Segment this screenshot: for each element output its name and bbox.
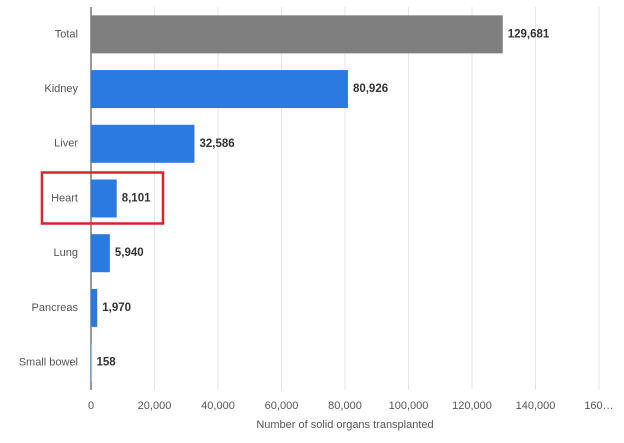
bar: [91, 234, 110, 273]
x-tick-label: 140,000: [516, 400, 556, 412]
bar: [91, 70, 348, 109]
value-label: 80,926: [353, 83, 388, 95]
value-label: 129,681: [508, 28, 550, 40]
x-tick-label: 40,000: [201, 400, 235, 412]
x-tick-label: 120,000: [452, 400, 492, 412]
highlight-box: [40, 171, 165, 225]
x-tick-label: 160…: [584, 400, 613, 412]
y-tick-label: Heart: [51, 192, 78, 204]
value-label: 32,586: [199, 138, 234, 150]
value-label: 1,970: [102, 302, 131, 314]
x-axis-title: Number of solid organs transplanted: [256, 419, 433, 431]
y-tick-label: Total: [55, 28, 78, 40]
value-label: 158: [97, 357, 117, 369]
bar: [91, 288, 98, 327]
bar: [91, 179, 117, 218]
y-tick-label: Small bowel: [19, 357, 78, 369]
bar: [91, 343, 92, 382]
y-tick-label: Pancreas: [32, 302, 79, 314]
value-label: 5,940: [115, 247, 144, 259]
y-tick-label: Kidney: [44, 83, 78, 95]
x-tick-label: 20,000: [138, 400, 172, 412]
x-tick-label: 60,000: [265, 400, 299, 412]
value-label: 8,101: [122, 193, 151, 205]
y-tick-label: Liver: [54, 138, 78, 150]
y-tick-label: Lung: [54, 247, 78, 259]
x-tick-label: 100,000: [389, 400, 429, 412]
bar: [91, 15, 503, 54]
x-tick-label: 0: [88, 400, 94, 412]
bar: [91, 124, 195, 163]
x-tick-label: 80,000: [328, 400, 362, 412]
